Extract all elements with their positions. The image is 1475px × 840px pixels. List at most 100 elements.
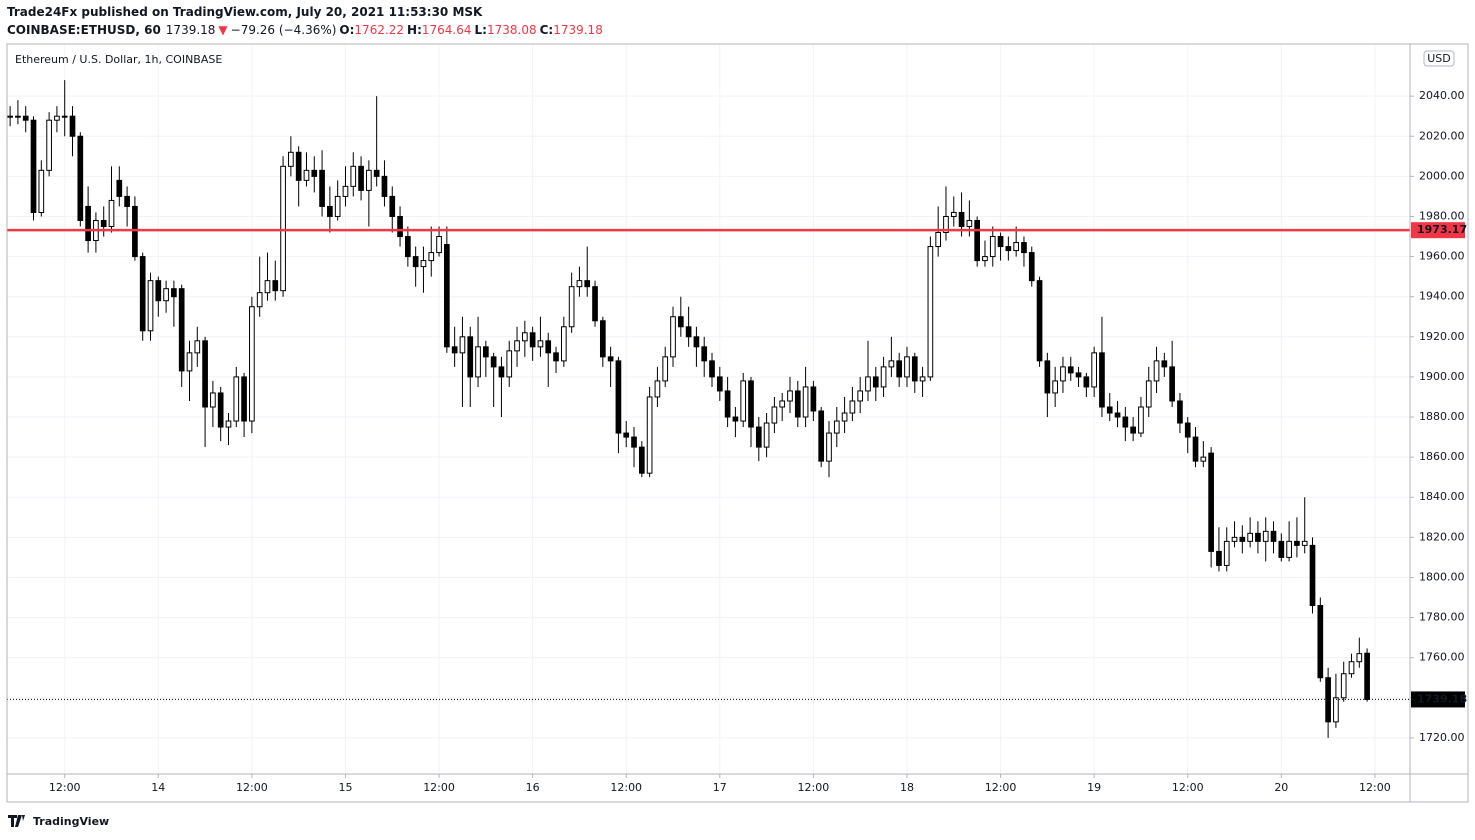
- candle-body: [397, 215, 403, 238]
- symbol-line: COINBASE:ETHUSD, 60 1739.18 ▼ −79.26 (−4.36…: [7, 23, 603, 37]
- candle-body: [1223, 540, 1230, 566]
- candle-body: [1122, 416, 1129, 428]
- candle-body: [576, 280, 583, 288]
- candle-body: [451, 346, 458, 354]
- candle-body: [943, 215, 949, 234]
- candle-body: [802, 386, 809, 418]
- candle-body: [1270, 530, 1277, 542]
- candle-body: [264, 280, 271, 294]
- candle-body: [1340, 673, 1347, 699]
- candle-body: [1153, 360, 1160, 382]
- candle-body: [30, 119, 37, 213]
- x-tick-label: 20: [1274, 781, 1288, 794]
- y-tick-label: 1940.00: [1419, 290, 1465, 303]
- candle-body: [77, 135, 84, 221]
- candle-body: [22, 115, 29, 121]
- candle-body: [498, 366, 505, 378]
- candle-body: [139, 256, 146, 332]
- candle-body: [1138, 406, 1144, 434]
- candle-body: [1013, 242, 1020, 252]
- candle-body: [108, 199, 115, 228]
- x-tick-label: 12:00: [49, 781, 81, 794]
- candle-body: [896, 360, 903, 378]
- candle-body: [272, 280, 279, 292]
- candle-body: [7, 115, 13, 118]
- candle-body: [171, 288, 177, 298]
- candle-body: [475, 346, 481, 378]
- candle-body: [288, 151, 294, 167]
- candle-body: [1309, 544, 1316, 607]
- candle-body: [280, 165, 286, 292]
- candle-body: [334, 195, 341, 217]
- candle-body: [1044, 360, 1051, 394]
- candle-body: [919, 376, 926, 382]
- candle-body: [888, 360, 895, 368]
- candle-body: [1278, 540, 1285, 558]
- candle-body: [701, 346, 708, 362]
- candle-body: [592, 286, 598, 322]
- candle-body: [295, 151, 302, 181]
- candle-body: [124, 195, 130, 207]
- candle-body: [1301, 540, 1308, 546]
- candle-body: [225, 420, 232, 428]
- candle-body: [716, 376, 723, 392]
- x-tick-label: 15: [338, 781, 352, 794]
- candle-body: [389, 195, 396, 217]
- candle-body: [132, 205, 138, 258]
- candle-body: [194, 340, 201, 354]
- candle-body: [358, 165, 364, 191]
- ohlc-key: H:: [407, 23, 422, 37]
- candle-body: [857, 390, 864, 402]
- candle-body: [54, 115, 60, 121]
- candle-body: [147, 280, 154, 332]
- x-tick-label: 12:00: [236, 781, 268, 794]
- y-tick-label: 1720.00: [1419, 731, 1465, 744]
- candle-body: [1075, 372, 1082, 378]
- candle-body: [1192, 436, 1199, 462]
- candle-body: [202, 340, 208, 408]
- chart-title: Ethereum / U.S. Dollar, 1h, COINBASE: [15, 53, 222, 66]
- price-label-box: [1411, 222, 1465, 239]
- candle-body: [1028, 252, 1035, 282]
- candle-body: [865, 376, 871, 392]
- candle-body: [568, 286, 575, 328]
- publisher: Trade24Fx published on TradingView.com, …: [7, 5, 483, 19]
- candle-body: [1060, 366, 1066, 382]
- y-tick-label: 2000.00: [1419, 169, 1465, 182]
- candle-body: [607, 356, 614, 362]
- candle-body: [709, 360, 715, 378]
- candle-body: [599, 320, 606, 358]
- candle-body: [872, 376, 879, 388]
- arrow: ▼: [218, 23, 228, 37]
- candle-body: [178, 288, 185, 372]
- candle-body: [311, 169, 318, 177]
- y-tick-label: 1860.00: [1419, 450, 1465, 463]
- hline-label: 1973.17: [1417, 223, 1467, 236]
- ohlc-value: 1738.08: [487, 23, 537, 37]
- candle-body: [1286, 540, 1292, 558]
- candle-body: [849, 400, 856, 414]
- candle-body: [381, 175, 388, 197]
- candle-body: [350, 165, 357, 187]
- currency: USD: [1427, 52, 1451, 65]
- candle-body: [100, 219, 107, 228]
- candle-body: [1231, 536, 1238, 542]
- y-tick-label: 1760.00: [1419, 651, 1465, 664]
- candle-body: [810, 386, 817, 412]
- candle-body: [779, 400, 786, 408]
- frame: [6, 43, 1469, 803]
- candle-body: [662, 356, 669, 382]
- x-tick-label: 12:00: [1359, 781, 1391, 794]
- candle-body: [1036, 280, 1043, 362]
- candle-body: [233, 376, 240, 422]
- candle-body: [966, 219, 973, 228]
- candle-body: [826, 432, 832, 462]
- candle-body: [61, 115, 68, 118]
- candle-body: [1356, 653, 1363, 663]
- candle-body: [763, 422, 770, 448]
- candle-body: [1333, 697, 1339, 723]
- candle-body: [584, 280, 591, 288]
- candle-body: [537, 340, 544, 348]
- candle-body: [249, 306, 255, 422]
- candle-body: [631, 436, 637, 448]
